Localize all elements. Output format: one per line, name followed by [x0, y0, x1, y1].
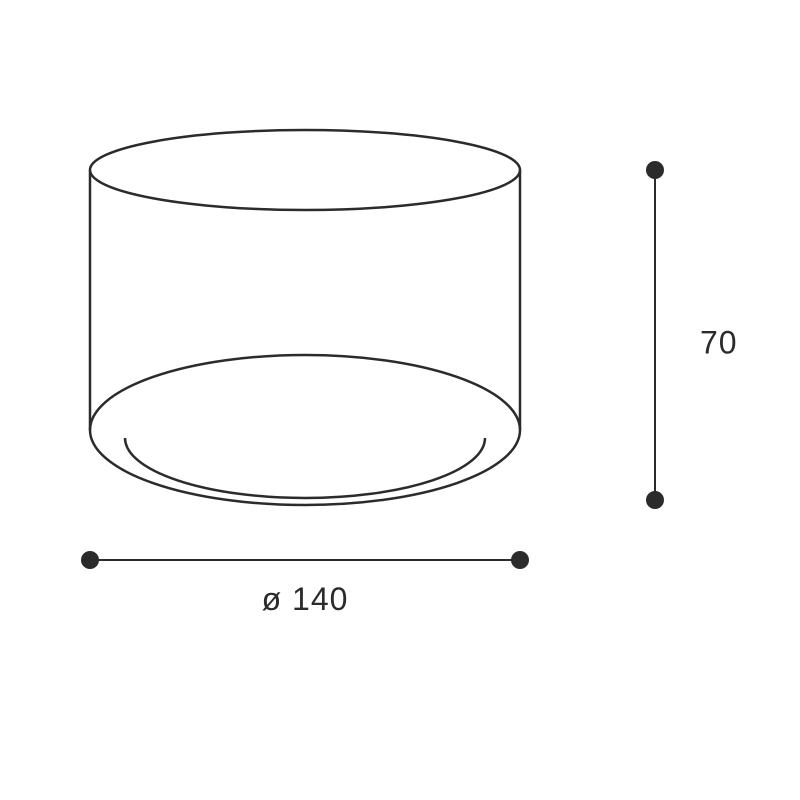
- width-dim-dot-left: [81, 551, 99, 569]
- cylinder-inner-arc: [125, 438, 485, 498]
- height-dimension: 70: [646, 161, 738, 509]
- cylinder-shape: [90, 130, 520, 505]
- cylinder-bottom-ellipse: [90, 355, 520, 505]
- height-dim-dot-top: [646, 161, 664, 179]
- technical-diagram: ø 140 70: [0, 0, 800, 800]
- height-dim-label: 70: [700, 324, 738, 360]
- cylinder-top-ellipse: [90, 130, 520, 210]
- width-dim-dot-right: [511, 551, 529, 569]
- width-dimension: ø 140: [81, 551, 529, 617]
- width-dim-label: ø 140: [262, 581, 349, 617]
- height-dim-dot-bottom: [646, 491, 664, 509]
